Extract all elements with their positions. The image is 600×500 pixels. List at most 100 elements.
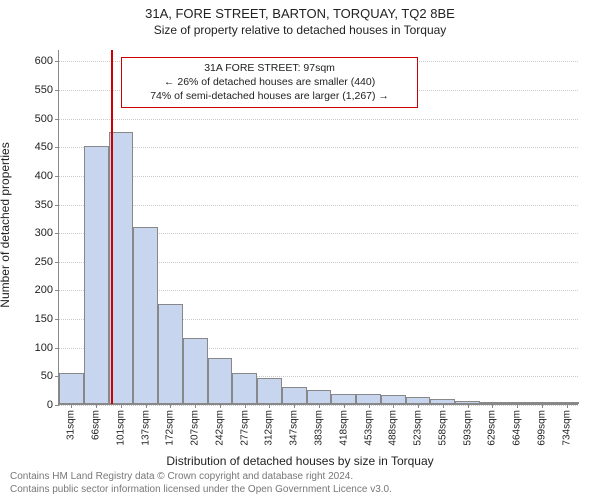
x-tick-label: 383sqm bbox=[314, 410, 325, 446]
annotation-line: 31A FORE STREET: 97sqm bbox=[129, 61, 409, 75]
histogram-bar bbox=[406, 397, 431, 404]
x-tick-label: 31sqm bbox=[66, 410, 77, 440]
y-tick-mark bbox=[55, 290, 59, 291]
gridline bbox=[59, 119, 578, 120]
y-tick-mark bbox=[55, 205, 59, 206]
histogram-bar bbox=[381, 395, 406, 404]
y-tick-mark bbox=[55, 233, 59, 234]
annotation-box: 31A FORE STREET: 97sqm← 26% of detached … bbox=[121, 57, 417, 108]
x-tick-mark bbox=[220, 404, 221, 408]
gridline bbox=[59, 176, 578, 177]
chart-subtitle: Size of property relative to detached ho… bbox=[0, 21, 600, 37]
plot-wrap: 05010015020025030035040045050055060031sq… bbox=[58, 50, 578, 405]
footer-attribution: Contains HM Land Registry data © Crown c… bbox=[10, 471, 392, 496]
x-tick-label: 66sqm bbox=[91, 410, 102, 440]
x-tick-label: 523sqm bbox=[413, 410, 424, 446]
x-tick-mark bbox=[146, 404, 147, 408]
gridline bbox=[59, 147, 578, 148]
x-tick-label: 593sqm bbox=[462, 410, 473, 446]
histogram-bar bbox=[331, 394, 356, 404]
y-tick-label: 200 bbox=[35, 284, 53, 296]
y-tick-label: 550 bbox=[35, 84, 53, 96]
x-tick-mark bbox=[269, 404, 270, 408]
gridline bbox=[59, 205, 578, 206]
x-tick-label: 347sqm bbox=[289, 410, 300, 446]
y-tick-label: 0 bbox=[47, 399, 53, 411]
y-tick-label: 400 bbox=[35, 170, 53, 182]
histogram-bar bbox=[84, 146, 109, 404]
x-tick-label: 734sqm bbox=[561, 410, 572, 446]
histogram-bar bbox=[183, 338, 208, 404]
x-tick-mark bbox=[294, 404, 295, 408]
property-marker-line bbox=[111, 50, 113, 404]
x-tick-mark bbox=[245, 404, 246, 408]
x-tick-mark bbox=[443, 404, 444, 408]
y-tick-label: 600 bbox=[35, 55, 53, 67]
y-axis-label: Number of detached properties bbox=[0, 142, 12, 307]
footer-line-2: Contains public sector information licen… bbox=[10, 484, 392, 497]
y-tick-label: 250 bbox=[35, 256, 53, 268]
x-tick-label: 629sqm bbox=[487, 410, 498, 446]
y-tick-mark bbox=[55, 405, 59, 406]
chart-container: 31A, FORE STREET, BARTON, TORQUAY, TQ2 8… bbox=[0, 0, 600, 500]
annotation-line: ← 26% of detached houses are smaller (44… bbox=[129, 75, 409, 89]
x-tick-mark bbox=[121, 404, 122, 408]
x-tick-label: 101sqm bbox=[115, 410, 126, 446]
y-tick-label: 100 bbox=[35, 342, 53, 354]
x-tick-mark bbox=[369, 404, 370, 408]
x-tick-mark bbox=[170, 404, 171, 408]
x-tick-label: 312sqm bbox=[264, 410, 275, 446]
x-tick-mark bbox=[418, 404, 419, 408]
y-tick-label: 450 bbox=[35, 141, 53, 153]
histogram-bar bbox=[282, 387, 307, 404]
histogram-bar bbox=[59, 373, 84, 404]
x-tick-mark bbox=[542, 404, 543, 408]
plot-area: 05010015020025030035040045050055060031sq… bbox=[58, 50, 578, 405]
x-tick-label: 207sqm bbox=[190, 410, 201, 446]
histogram-bar bbox=[232, 373, 257, 404]
x-tick-label: 242sqm bbox=[214, 410, 225, 446]
y-tick-mark bbox=[55, 319, 59, 320]
histogram-bar bbox=[356, 394, 381, 404]
y-tick-label: 300 bbox=[35, 227, 53, 239]
x-tick-label: 488sqm bbox=[388, 410, 399, 446]
x-axis-label: Distribution of detached houses by size … bbox=[166, 454, 433, 468]
annotation-line: 74% of semi-detached houses are larger (… bbox=[129, 89, 409, 103]
histogram-bar bbox=[307, 390, 332, 404]
x-tick-mark bbox=[195, 404, 196, 408]
y-tick-label: 50 bbox=[41, 370, 53, 382]
y-tick-mark bbox=[55, 147, 59, 148]
x-tick-label: 558sqm bbox=[437, 410, 448, 446]
x-tick-mark bbox=[344, 404, 345, 408]
x-tick-mark bbox=[319, 404, 320, 408]
x-tick-mark bbox=[517, 404, 518, 408]
histogram-bar bbox=[208, 358, 233, 404]
y-tick-mark bbox=[55, 348, 59, 349]
x-tick-label: 699sqm bbox=[536, 410, 547, 446]
x-tick-label: 172sqm bbox=[165, 410, 176, 446]
histogram-bar bbox=[133, 227, 158, 405]
x-tick-label: 418sqm bbox=[338, 410, 349, 446]
y-tick-mark bbox=[55, 119, 59, 120]
y-tick-mark bbox=[55, 90, 59, 91]
x-tick-mark bbox=[567, 404, 568, 408]
x-tick-mark bbox=[393, 404, 394, 408]
y-tick-label: 350 bbox=[35, 199, 53, 211]
y-tick-mark bbox=[55, 61, 59, 62]
y-tick-label: 500 bbox=[35, 113, 53, 125]
histogram-bar bbox=[257, 378, 282, 404]
x-tick-label: 137sqm bbox=[140, 410, 151, 446]
x-tick-mark bbox=[468, 404, 469, 408]
x-tick-mark bbox=[71, 404, 72, 408]
y-tick-mark bbox=[55, 262, 59, 263]
x-tick-label: 453sqm bbox=[363, 410, 374, 446]
x-tick-mark bbox=[96, 404, 97, 408]
y-tick-label: 150 bbox=[35, 313, 53, 325]
x-tick-label: 277sqm bbox=[239, 410, 250, 446]
histogram-bar bbox=[158, 304, 183, 404]
x-tick-label: 664sqm bbox=[512, 410, 523, 446]
x-tick-mark bbox=[492, 404, 493, 408]
footer-line-1: Contains HM Land Registry data © Crown c… bbox=[10, 471, 392, 484]
y-tick-mark bbox=[55, 176, 59, 177]
chart-title: 31A, FORE STREET, BARTON, TORQUAY, TQ2 8… bbox=[0, 0, 600, 21]
